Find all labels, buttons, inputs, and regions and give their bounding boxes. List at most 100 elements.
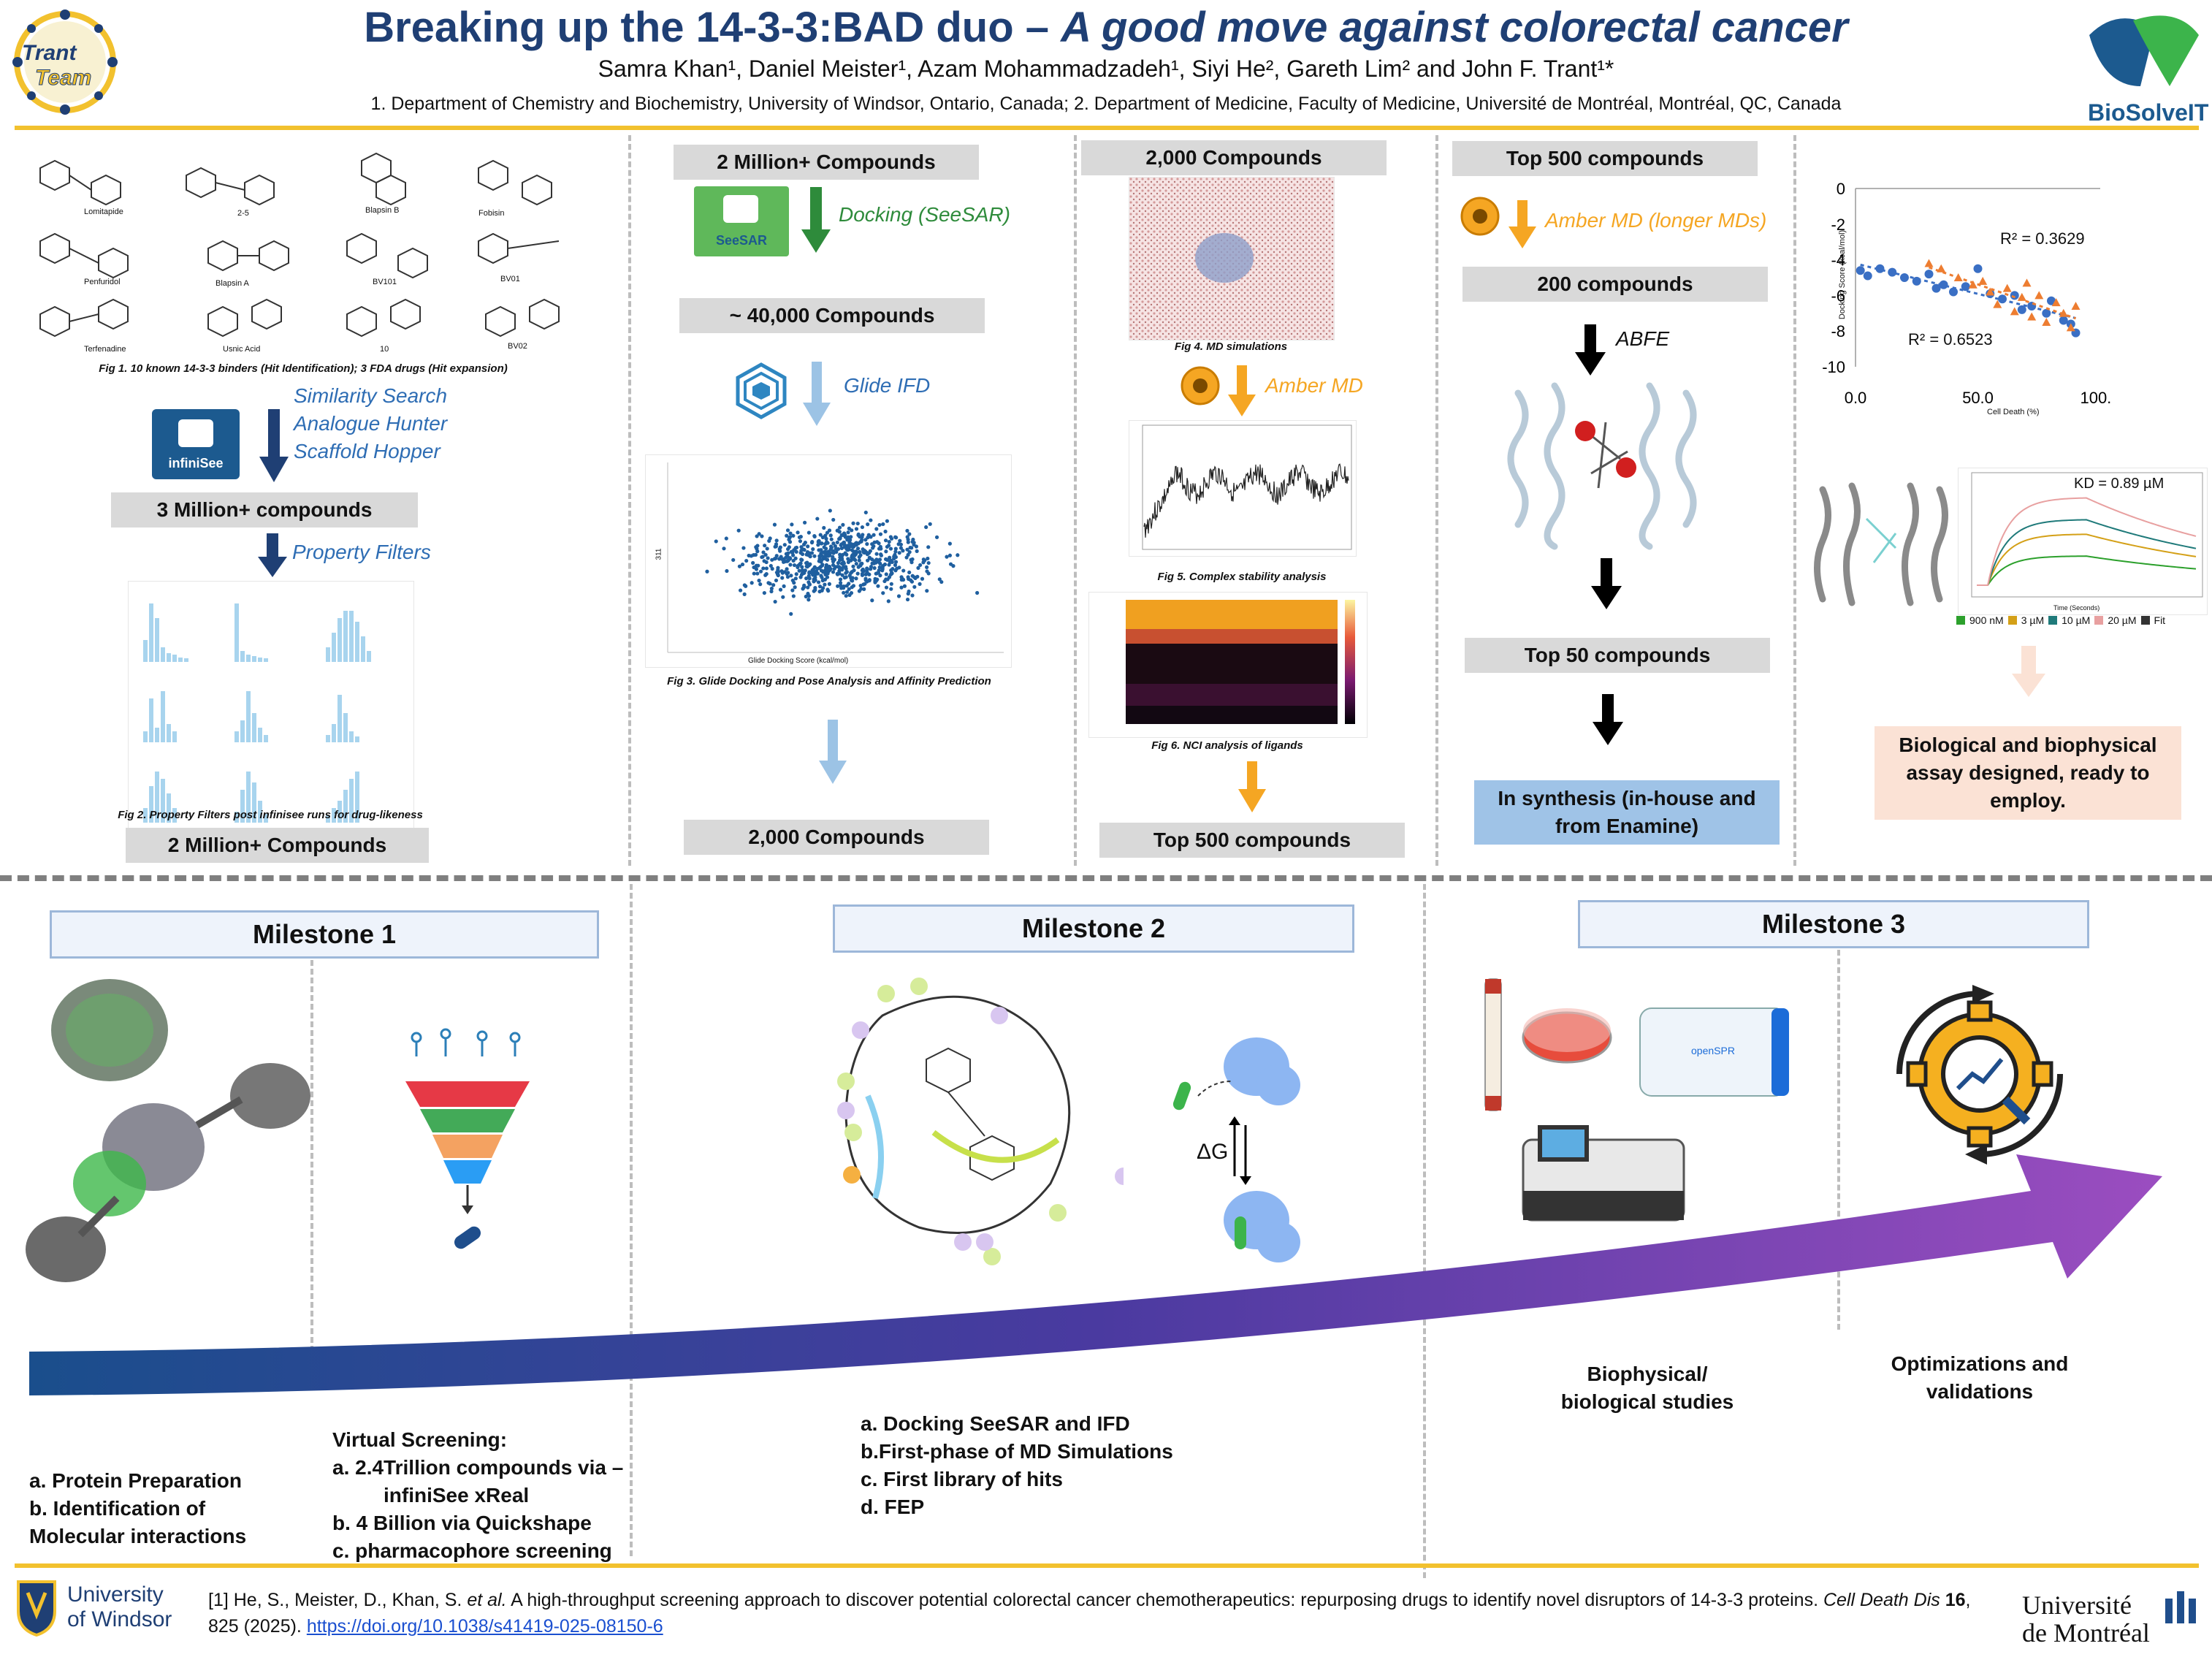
molecule-label: BV101 — [373, 278, 397, 286]
down-arrow-icon — [1572, 324, 1609, 379]
rmsd-trace — [1143, 463, 1349, 538]
scatter-point — [797, 568, 801, 573]
scatter-point — [794, 572, 798, 576]
scatter-point — [912, 584, 917, 589]
scatter-point — [876, 571, 881, 575]
y-tick-label: -10 — [1822, 358, 1845, 376]
scatter-point — [819, 548, 823, 552]
down-arrow-icon — [2010, 646, 2047, 701]
scatter-point — [773, 599, 777, 604]
spr-legend: 900 nM 3 µM 10 µM 20 µM Fit — [1956, 611, 2212, 630]
scatter-point — [844, 571, 848, 575]
infinisee-logo: infiniSee — [152, 409, 240, 479]
protein-structure-thumb — [1808, 482, 1954, 610]
scatter-point — [813, 575, 817, 579]
scatter-point — [789, 574, 793, 578]
lower-divider-3 — [1423, 884, 1426, 1578]
screening-funnel-icon — [394, 1023, 541, 1264]
chart-xlabel: Cell Death (%) — [1987, 408, 2040, 416]
scatter-point — [816, 580, 821, 584]
doi-link[interactable]: https://doi.org/10.1038/s41419-025-08150… — [306, 1616, 663, 1637]
down-arrow-icon — [798, 187, 834, 256]
scatter-point — [799, 572, 804, 577]
scatter-point — [819, 574, 823, 578]
data-point-blue — [2042, 308, 2051, 318]
scatter-point — [871, 546, 875, 550]
molecule-label: Penfuridol — [84, 278, 121, 286]
molecule-label: 2-5 — [237, 209, 249, 218]
assay-box: Biological and biophysical assay designe… — [1875, 726, 2181, 820]
data-point-blue — [1949, 287, 1958, 297]
down-arrow-icon — [1590, 694, 1626, 749]
data-point-blue — [1961, 282, 1970, 292]
scatter-point — [905, 547, 909, 552]
scatter-point — [792, 563, 797, 568]
scatter-point — [829, 537, 834, 541]
scatter-point — [803, 520, 807, 525]
scatter-point — [844, 552, 849, 557]
scatter-point — [785, 546, 790, 552]
scatter-point — [836, 571, 841, 576]
scatter-point — [881, 522, 885, 527]
scatter-point — [780, 557, 785, 561]
property-filters-figure — [128, 581, 414, 831]
scatter-point — [816, 539, 821, 544]
scatter-point — [866, 522, 870, 527]
scatter-point — [839, 583, 843, 588]
scatter-point — [887, 539, 891, 544]
scatter-point — [813, 586, 817, 590]
authors: Samra Khan¹, Daniel Meister¹, Azam Moham… — [598, 56, 1614, 82]
scatter-point — [751, 553, 756, 557]
scatter-point — [901, 568, 906, 573]
progress-arrow — [22, 1125, 2192, 1403]
spr-xlabel: Time (Seconds) — [2053, 604, 2100, 612]
scatter-point — [806, 598, 811, 602]
interaction-diagram — [817, 964, 1132, 1271]
scatter-point — [776, 573, 780, 577]
step-box: ~ 40,000 Compounds — [679, 298, 985, 333]
scatter-point — [884, 572, 888, 576]
scatter-point — [757, 579, 761, 583]
molecule-label: Blapsin A — [216, 279, 249, 288]
scatter-point — [844, 565, 848, 569]
scatter-point — [769, 563, 773, 568]
scatter-point — [937, 577, 942, 582]
scatter-point — [863, 582, 867, 586]
scatter-point — [893, 560, 899, 564]
scatter-point — [851, 521, 855, 525]
scatter-point — [812, 578, 817, 583]
spr-curve — [1977, 533, 2197, 586]
x-tick-label: 100.0 — [2080, 389, 2111, 407]
scatter-point — [956, 553, 960, 557]
down-arrow-icon — [1506, 200, 1538, 252]
scatter-point — [861, 533, 865, 537]
molecule-label: Lomitapide — [84, 207, 123, 216]
m2-b: b.First-phase of MD Simulations — [861, 1440, 1173, 1463]
scatter-point — [926, 556, 930, 561]
scatter-point — [819, 541, 823, 546]
title-italic: A good move against colorectal cancer — [1061, 4, 1848, 51]
spr-curve — [1977, 555, 2197, 586]
scatter-point — [819, 551, 823, 556]
scatter-point — [916, 565, 920, 571]
amber-long-md-label: Amber MD (longer MDs) — [1545, 209, 1767, 232]
scatter-point — [849, 535, 853, 539]
scatter-point — [872, 533, 876, 537]
scatter-point — [815, 517, 820, 521]
scatter-point — [911, 537, 915, 542]
scatter-point — [755, 544, 760, 548]
scatter-point — [846, 530, 850, 535]
data-point-blue — [1998, 294, 2007, 304]
scatter-point — [705, 569, 709, 574]
scatter-point — [865, 542, 869, 546]
bio-line-1: Biophysical/ — [1587, 1363, 1708, 1385]
footer-divider — [15, 1563, 2199, 1568]
scatter-point — [910, 593, 915, 598]
step-box: 2 Million+ Compounds — [674, 145, 979, 180]
scatter-point — [848, 538, 853, 542]
scatter-point — [886, 599, 890, 603]
plot-frame — [1971, 472, 2203, 598]
scatter-point — [774, 538, 779, 543]
property-filters-label: Property Filters — [292, 541, 431, 563]
scatter-point — [851, 549, 855, 554]
